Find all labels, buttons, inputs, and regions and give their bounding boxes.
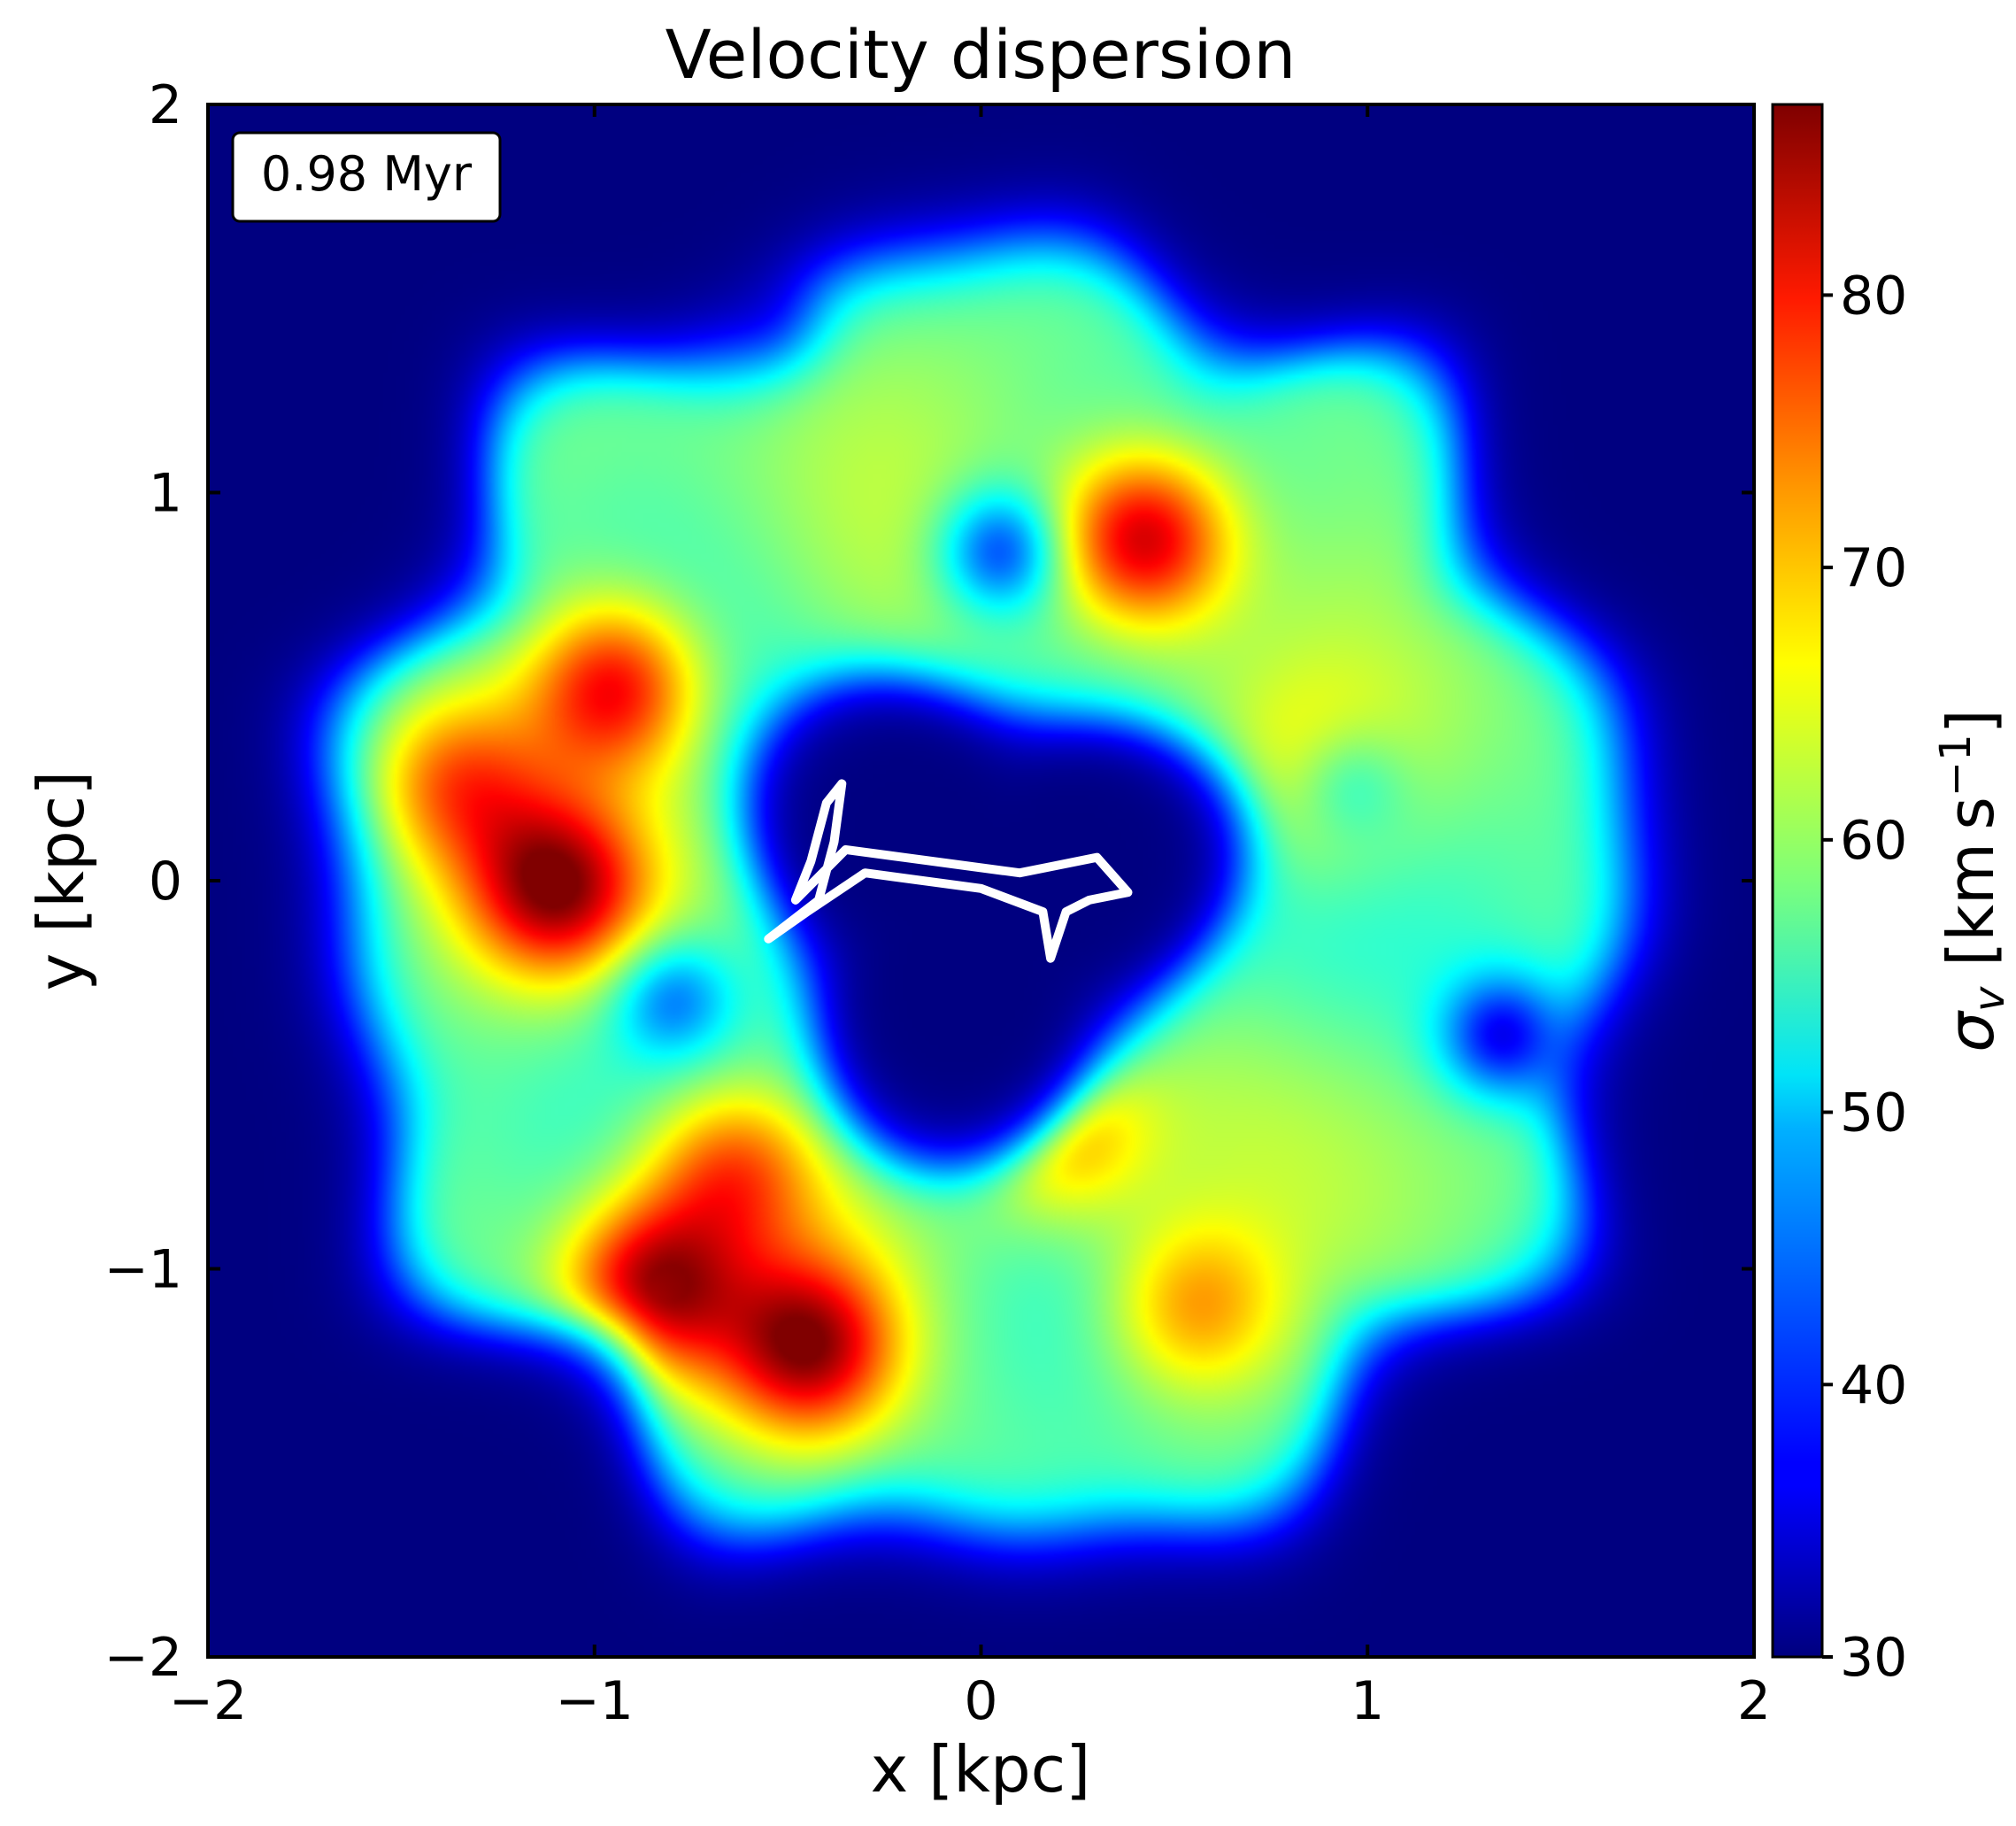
x-ticks: −2 −1 0 1 2 [169, 104, 1771, 1732]
x-tick-label: 1 [1350, 1670, 1384, 1732]
chart-title: Velocity dispersion [666, 15, 1297, 94]
colorbar-label-superscript: −1 [1931, 734, 1981, 797]
x-tick-label: −2 [169, 1670, 247, 1732]
colorbar-label-close: ] [1934, 709, 2008, 734]
time-label-box: 0.98 Myr [231, 131, 502, 223]
x-axis: −2 −1 0 1 2 x [kpc] [169, 104, 1771, 1807]
colorbar-tick-label: 70 [1840, 537, 1907, 599]
colorbar-tick-label: 60 [1840, 810, 1907, 872]
colorbar: 30 40 50 60 70 80 σv [km s−1] [1771, 103, 2014, 1689]
y-axis-label: y [kpc] [24, 771, 98, 991]
colorbar-tick-label: 30 [1840, 1627, 1907, 1689]
x-tick-label: 0 [964, 1670, 997, 1732]
colorbar-ticks: 30 40 50 60 70 80 [1822, 265, 1907, 1689]
y-axis: −2 −1 0 1 2 y [kpc] [24, 74, 1754, 1689]
colorbar-label: σv [km s−1] [1931, 709, 2014, 1052]
y-tick-label: 1 [149, 463, 182, 525]
colorbar-tick-label: 40 [1840, 1354, 1907, 1416]
time-label: 0.98 Myr [261, 146, 473, 202]
plot-area [206, 103, 1756, 1659]
y-tick-label: 0 [149, 851, 182, 913]
colorbar-label-symbol: σ [1934, 1010, 2008, 1052]
overlay-contour-line [764, 779, 1133, 963]
x-tick-label: 2 [1737, 1670, 1771, 1732]
y-tick-label: 2 [149, 74, 182, 136]
y-tick-label: −2 [104, 1627, 182, 1689]
colorbar-tick-label: 50 [1840, 1083, 1907, 1144]
y-ticks: −2 −1 0 1 2 [104, 74, 1754, 1689]
heatmap-image [208, 104, 1754, 1657]
colorbar-label-unit: [km s [1934, 797, 2008, 987]
colorbar-label-subscript: v [1965, 986, 2014, 1012]
y-tick-label: −1 [104, 1239, 182, 1301]
colorbar-tick-label: 80 [1840, 265, 1907, 327]
x-tick-label: −1 [556, 1670, 634, 1732]
colorbar-gradient [1771, 103, 1824, 1659]
x-axis-label: x [kpc] [871, 1732, 1091, 1807]
